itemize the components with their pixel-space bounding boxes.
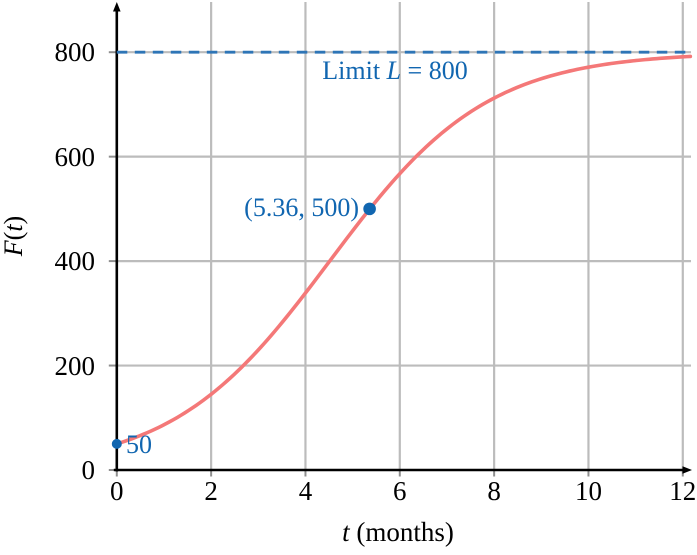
asymptote-label-prefix: Limit [322,56,387,85]
data-point [111,438,122,449]
y-tick-label: 600 [54,141,96,172]
x-tick-label: 12 [669,476,697,506]
x-tick-label: 10 [574,476,602,506]
logistic-curve [115,54,693,446]
asymptote-label: Limit L = 800 [275,56,515,86]
x-tick-label: 4 [298,476,313,506]
y-tick-label: 400 [54,246,96,277]
y-axis-title-paren-close: ) [0,215,28,225]
y-axis-title: F(t) [0,216,28,256]
x-axis-arrow [682,466,692,474]
x-tick-label: 0 [110,476,124,506]
x-tick-label: 2 [204,476,218,506]
x-tick-label: 8 [487,476,501,506]
asymptote-label-value: = 800 [401,56,468,85]
x-axis-title-var: t [342,517,350,547]
x-tick-label: 6 [393,476,407,506]
y-tick-label: 0 [81,455,96,485]
inflection-point-label: (5.36, 500) [244,193,359,222]
y-axis-title-var-f: F [0,240,28,257]
y-axis-title-paren-open: ( [0,231,28,241]
y-tick-label: 200 [54,350,96,381]
y-axis-arrow [113,2,121,12]
asymptote-label-var: L [386,56,402,85]
x-axis-title: t (months) [298,517,498,547]
data-point [363,202,376,216]
initial-value-label: 50 [126,430,152,459]
y-tick-label: 800 [54,37,96,68]
y-axis-title-var-t: t [0,224,28,232]
x-axis-title-unit: (months) [349,517,454,547]
